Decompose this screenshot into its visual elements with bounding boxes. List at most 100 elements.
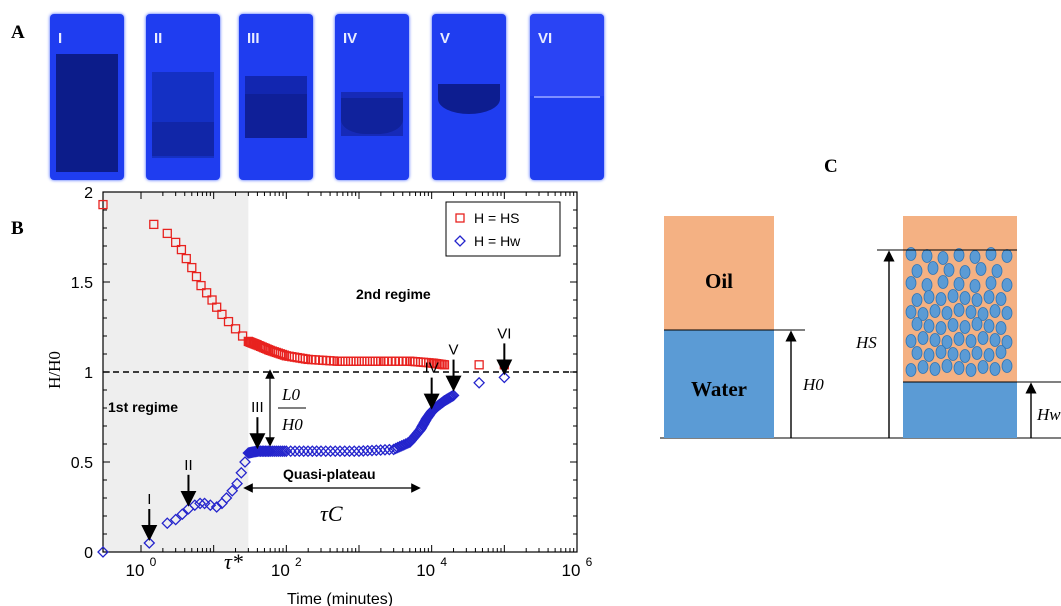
water-droplet — [969, 279, 981, 293]
hs-data-point — [373, 356, 383, 366]
hw-data-point — [220, 492, 233, 504]
y-tick-label: 1 — [84, 365, 93, 382]
hs-data-point — [176, 244, 187, 255]
panel-label-b: B — [11, 218, 24, 239]
emulsion-diagram: Oil Water H0 HS Hw — [660, 216, 1061, 439]
stage-label: I — [147, 491, 151, 508]
hs-data-point — [187, 262, 197, 273]
water-droplet — [911, 317, 923, 331]
water-droplet — [965, 363, 977, 377]
water-droplet — [995, 321, 1007, 335]
x-tick-exponent: 4 — [440, 555, 447, 569]
water-droplet — [943, 263, 955, 277]
hs-data-point — [230, 324, 241, 334]
hw-data-point — [399, 438, 412, 450]
x-tick-label: 10 — [271, 561, 290, 580]
water-droplet — [941, 335, 953, 349]
hs-data-point — [98, 199, 108, 210]
hw-data-point — [391, 441, 404, 454]
water-droplet — [937, 275, 949, 289]
stage-label: II — [184, 457, 192, 474]
hw-data-point — [387, 443, 400, 456]
water-droplet — [989, 304, 1001, 318]
vial-photo: I — [50, 14, 124, 180]
x-axis-label: Time (minutes) — [287, 591, 393, 606]
water-droplet — [985, 247, 997, 261]
hs-data-point — [370, 356, 381, 366]
vial-label: III — [247, 30, 260, 47]
vial-photos: I II III IV V VI — [0, 0, 620, 185]
hs-data-point — [413, 357, 423, 367]
hw-data-point — [473, 376, 486, 389]
hs-data-point — [196, 280, 206, 291]
hs-data-point — [359, 356, 370, 366]
hs-data-point — [300, 354, 311, 364]
vial-label: V — [440, 30, 451, 47]
water-droplet — [1001, 335, 1013, 349]
water-droplet — [923, 290, 935, 304]
hw-data-point — [97, 546, 109, 558]
y-tick-label: 2 — [84, 185, 93, 202]
y-axis-label: H/H0 — [45, 351, 64, 389]
y-tick-label: 1.5 — [71, 275, 93, 292]
panel-label-a: A — [11, 22, 25, 43]
hs-data-point — [328, 356, 339, 366]
vial-photo: VI — [530, 14, 604, 180]
water-droplet — [947, 318, 959, 332]
hw-data-point — [389, 442, 402, 455]
y-tick-label: 0.5 — [71, 455, 93, 472]
water-droplet — [959, 291, 971, 305]
hw-data-point — [446, 390, 459, 402]
tau-star-label: τ* — [224, 549, 243, 574]
water-droplet — [953, 277, 965, 291]
hw-data-point — [231, 477, 243, 490]
hw-data-point — [210, 501, 223, 513]
hs-data-point — [212, 302, 222, 312]
water-droplet — [983, 319, 995, 333]
legend-marker-hs — [455, 213, 465, 223]
y-tick-label: 0 — [84, 545, 93, 562]
water-droplet — [1001, 278, 1013, 292]
x-tick-exponent: 6 — [586, 555, 593, 569]
stage-label: IV — [425, 360, 439, 377]
water-droplet — [977, 360, 989, 374]
hs-data-point — [368, 356, 378, 366]
chart-legend: H = HS H = Hw — [445, 201, 561, 257]
water-droplet — [985, 276, 997, 290]
hw-data-point — [370, 444, 383, 457]
water-droplet — [921, 249, 933, 263]
hs-data-point — [162, 228, 172, 239]
hs-data-point — [337, 356, 348, 366]
hs-data-point — [365, 356, 375, 366]
hw-data-point — [239, 456, 251, 468]
hs-data-point — [401, 356, 411, 366]
water-droplet — [923, 348, 935, 362]
water-droplet — [927, 261, 939, 275]
hw-data-point — [319, 445, 332, 458]
hw-data-point — [310, 445, 323, 458]
water-droplet — [991, 264, 1003, 278]
hw-data-point — [169, 513, 182, 526]
hs-data-point — [277, 349, 287, 360]
water-droplet — [959, 349, 971, 363]
water-droplet — [917, 331, 929, 345]
l0-label: L0 — [281, 385, 300, 404]
water-layer — [664, 330, 774, 438]
hw-data-point — [143, 537, 156, 549]
water-droplet — [971, 317, 983, 331]
oil-layer — [664, 216, 774, 330]
hw-data-point — [498, 371, 511, 384]
hw-data-point — [262, 445, 275, 458]
water-droplet — [977, 331, 989, 345]
water-droplet — [969, 250, 981, 264]
oil-label: Oil — [705, 269, 733, 293]
hs-data-point — [237, 331, 248, 341]
hw-data-point — [353, 445, 365, 458]
h0-fraction-label: H0 — [281, 415, 303, 434]
stage-label: V — [449, 342, 459, 359]
water-droplet — [1001, 249, 1013, 263]
hw-data-point — [204, 499, 217, 512]
hw-data-point — [395, 439, 408, 452]
water-droplet — [911, 293, 923, 307]
